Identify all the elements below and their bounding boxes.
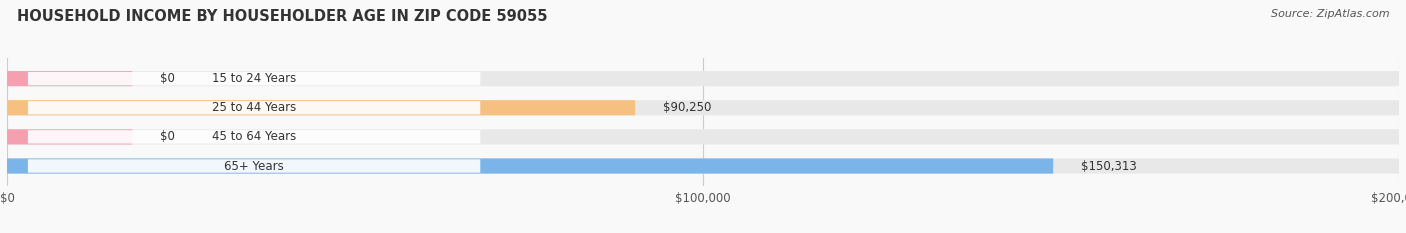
FancyBboxPatch shape — [28, 159, 481, 173]
FancyBboxPatch shape — [7, 71, 132, 86]
FancyBboxPatch shape — [7, 100, 1399, 115]
Text: 15 to 24 Years: 15 to 24 Years — [212, 72, 297, 85]
FancyBboxPatch shape — [7, 129, 132, 144]
FancyBboxPatch shape — [7, 100, 636, 115]
Text: $150,313: $150,313 — [1081, 160, 1137, 172]
Text: $0: $0 — [160, 72, 174, 85]
Text: 25 to 44 Years: 25 to 44 Years — [212, 101, 297, 114]
FancyBboxPatch shape — [28, 72, 481, 85]
Text: 65+ Years: 65+ Years — [224, 160, 284, 172]
FancyBboxPatch shape — [7, 158, 1399, 174]
FancyBboxPatch shape — [7, 129, 1399, 144]
FancyBboxPatch shape — [28, 130, 481, 144]
Text: 45 to 64 Years: 45 to 64 Years — [212, 130, 297, 143]
FancyBboxPatch shape — [7, 158, 1053, 174]
FancyBboxPatch shape — [28, 101, 481, 114]
Text: $90,250: $90,250 — [664, 101, 711, 114]
FancyBboxPatch shape — [7, 71, 1399, 86]
Text: HOUSEHOLD INCOME BY HOUSEHOLDER AGE IN ZIP CODE 59055: HOUSEHOLD INCOME BY HOUSEHOLDER AGE IN Z… — [17, 9, 547, 24]
Text: $0: $0 — [160, 130, 174, 143]
Text: Source: ZipAtlas.com: Source: ZipAtlas.com — [1271, 9, 1389, 19]
